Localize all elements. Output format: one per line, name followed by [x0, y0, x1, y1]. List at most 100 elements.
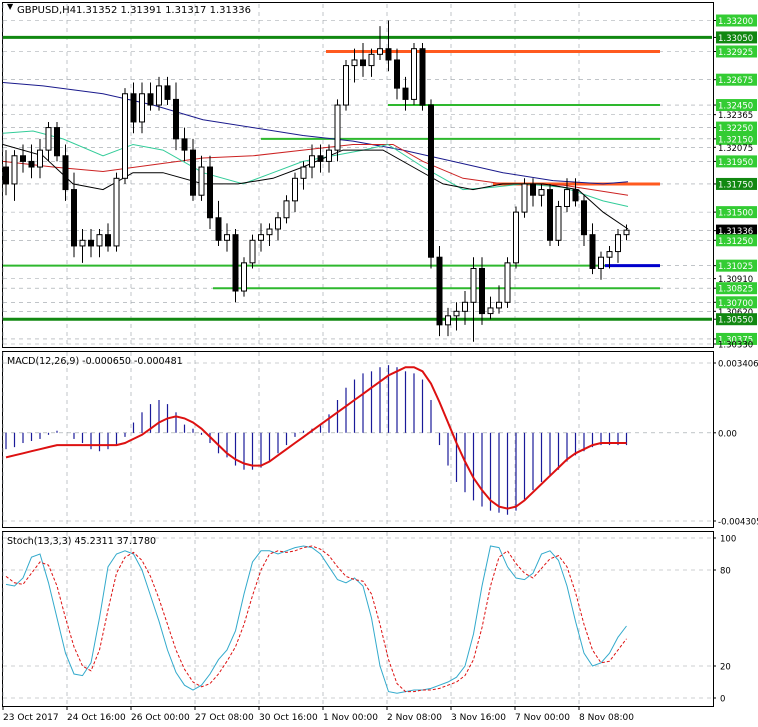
candle-body — [20, 155, 26, 162]
price-tick-badge — [716, 45, 757, 58]
candle-body — [258, 234, 264, 241]
price-tick-badge — [716, 234, 757, 247]
price-tick-badge — [716, 31, 757, 44]
stoch-panel[interactable] — [2, 531, 714, 707]
candle-body — [198, 166, 205, 196]
candle-body — [130, 93, 137, 123]
price-tick-label: 1.31500 — [718, 209, 753, 219]
price-tick-badge — [716, 313, 757, 326]
stoch-main-line — [5, 545, 627, 694]
price-tick-label: 1.30700 — [718, 299, 753, 309]
candle-body — [88, 239, 94, 247]
candle-body — [538, 189, 545, 196]
price-tick-label: 1.31336 — [718, 227, 753, 237]
price-tick-badge — [716, 206, 757, 219]
candle-body — [615, 234, 621, 253]
candle-body — [428, 104, 434, 258]
price-tick-label: 1.32075 — [718, 144, 753, 154]
price-tick-badge — [716, 132, 757, 145]
time-tick-label: 27 Oct 08:00 — [195, 713, 254, 723]
candle-body — [581, 200, 587, 236]
candle-body — [96, 234, 103, 247]
price-axis: 1.33200 1.33050 1.32925 1.32675 1.324501.323… — [713, 14, 757, 351]
time-tick-label: 2 Nov 08:00 — [387, 713, 442, 723]
candle-body — [156, 85, 162, 106]
candle-body — [479, 267, 485, 315]
time-tick-label: 3 Nov 16:00 — [451, 713, 506, 723]
candle-body — [564, 189, 570, 207]
price-tick-label: 1.31950 — [718, 158, 753, 168]
collapse-arrow-icon[interactable]: ▼ — [7, 2, 14, 11]
candle-body — [122, 93, 128, 179]
candle-body — [309, 155, 315, 168]
candle-body — [215, 217, 222, 241]
macd-tick-label: 0.003406 — [718, 360, 758, 370]
time-tick-label: 30 Oct 16:00 — [259, 713, 318, 723]
candle-body — [71, 189, 77, 247]
candle-body — [445, 315, 451, 326]
candle-body — [283, 200, 290, 219]
stoch-title: Stoch(13,3,3) 45.2311 37.1780 — [7, 536, 156, 547]
candle-body — [530, 183, 536, 196]
candle-body — [487, 307, 494, 315]
price-tick-badge — [716, 296, 757, 309]
candle-body — [470, 267, 477, 303]
price-panel[interactable] — [2, 2, 714, 348]
stoch-plot — [5, 545, 627, 694]
price-tick-badge — [716, 99, 757, 112]
candle-body — [275, 217, 281, 230]
price-tick-label: 1.31025 — [718, 262, 753, 272]
price-tick-label: 1.33200 — [718, 17, 753, 27]
price-tick-label: 1.32925 — [718, 48, 753, 58]
candle-body — [343, 65, 349, 106]
candle-body — [377, 48, 383, 55]
candle-body — [419, 48, 426, 106]
candle-body — [598, 256, 604, 269]
price-tick-label: 1.30620 — [718, 308, 753, 318]
candle-body — [589, 234, 596, 269]
time-tick-label: 23 Oct 2017 — [3, 713, 59, 723]
price-tick-badge — [716, 73, 757, 86]
candle-body — [164, 85, 171, 100]
candle-body — [147, 93, 154, 106]
candle-body — [572, 189, 579, 202]
stoch-signal-line — [5, 545, 627, 693]
candle-body — [37, 149, 43, 168]
chart-symbol: GBPUSD,H4 — [17, 5, 76, 16]
time-tick-label: 26 Oct 00:00 — [131, 713, 190, 723]
candle-body — [623, 229, 630, 236]
price-tick-label: 1.30375 — [718, 335, 753, 345]
macd-panel[interactable] — [2, 351, 714, 528]
candle-body — [402, 87, 409, 100]
price-tick-badge — [716, 121, 757, 134]
macd-signal-line — [5, 366, 627, 510]
candle-body — [266, 228, 273, 236]
candle-body — [504, 262, 511, 303]
candle-body — [385, 48, 392, 61]
price-tick-label: 1.32150 — [718, 135, 753, 145]
moving-average-line — [2, 82, 629, 185]
price-tick-badge — [716, 259, 757, 272]
time-tick-label: 7 Nov 00:00 — [515, 713, 570, 723]
price-tick-badge — [716, 14, 757, 27]
candle-body — [113, 177, 120, 247]
price-tick-label: 1.30330 — [718, 341, 753, 351]
price-tick-label: 1.31250 — [718, 237, 753, 247]
price-tick-label: 1.32250 — [718, 124, 753, 134]
price-candles — [3, 20, 630, 342]
candle-body — [513, 211, 519, 264]
candle-body — [224, 234, 230, 241]
macd-axis: 0.003406 0.00 -0.004305 — [713, 360, 758, 528]
stoch-tick-label: 80 — [720, 567, 731, 577]
candle-body — [394, 59, 400, 89]
candle-body — [411, 48, 417, 100]
stoch-axis: 100 80 20 0 — [713, 535, 736, 705]
candle-body — [326, 149, 332, 162]
price-tick-badge — [716, 332, 757, 345]
candle-body — [139, 93, 145, 123]
price-tick-label: 1.30910 — [718, 275, 753, 285]
candle-body — [181, 138, 188, 151]
price-tick-badge — [716, 224, 757, 237]
candle-body — [300, 166, 307, 179]
candle-body — [351, 59, 358, 67]
